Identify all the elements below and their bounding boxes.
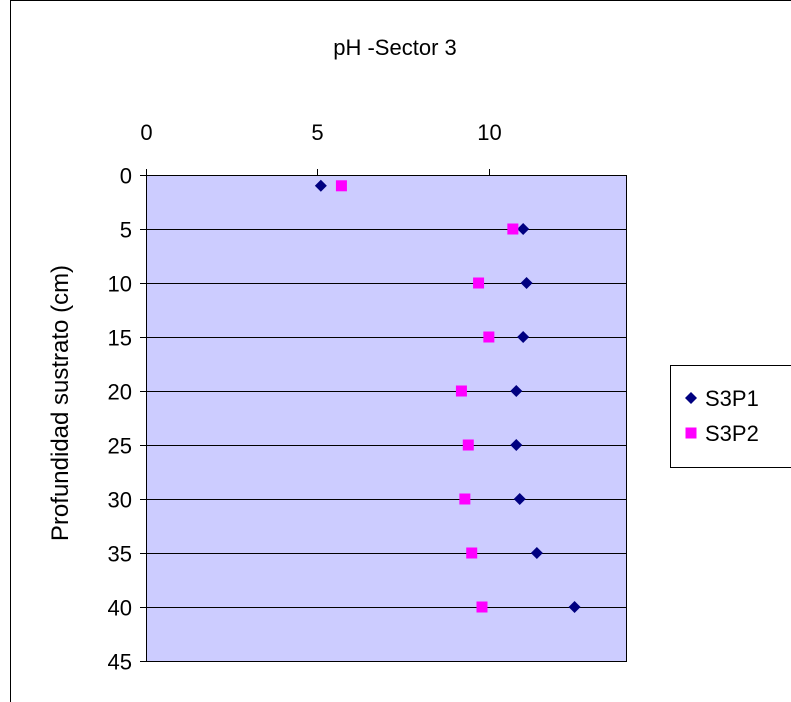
y-tick-label: 45 xyxy=(108,650,132,675)
chart-title: pH -Sector 3 xyxy=(333,35,457,60)
data-point-s3p2 xyxy=(459,493,471,505)
legend-box xyxy=(670,365,791,468)
legend-marker-s3p1 xyxy=(685,392,697,404)
x-tick-label: 0 xyxy=(140,120,152,145)
y-tick-label: 25 xyxy=(108,434,132,459)
y-tick-label: 30 xyxy=(108,488,132,513)
y-tick-label: 35 xyxy=(108,542,132,567)
y-axis-title: Profundidad sustrato (cm) xyxy=(47,265,74,541)
plot-background xyxy=(146,175,627,662)
legend: S3P1 S3P2 xyxy=(670,365,791,468)
legend-label-s3p2: S3P2 xyxy=(705,421,759,446)
data-point-s3p1 xyxy=(520,277,533,289)
y-tick-label: 20 xyxy=(108,380,132,405)
x-tick-label: 10 xyxy=(477,120,501,145)
legend-label-s3p1: S3P1 xyxy=(705,386,759,411)
data-point-s3p2 xyxy=(483,331,495,343)
y-tick-label: 0 xyxy=(120,164,132,189)
y-tick-label: 40 xyxy=(108,596,132,621)
y-tick-label: 10 xyxy=(108,272,132,297)
data-point-s3p2 xyxy=(466,547,478,559)
x-tick-label: 5 xyxy=(311,120,323,145)
data-point-s3p2 xyxy=(476,601,488,613)
plot: 0 5 10 15 20 25 30 35 40 45 0 5 10 Profundidad sustra… xyxy=(47,120,627,675)
data-point-s3p1 xyxy=(510,439,523,451)
data-point-s3p1 xyxy=(314,179,327,192)
data-point-s3p2 xyxy=(462,439,474,451)
data-point-s3p2 xyxy=(473,277,485,289)
data-point-s3p1 xyxy=(517,223,530,235)
data-point-s3p1 xyxy=(510,385,523,397)
data-point-s3p1 xyxy=(517,331,530,343)
data-point-s3p1 xyxy=(530,547,543,559)
data-point-s3p2 xyxy=(507,223,519,235)
y-tick-label: 15 xyxy=(108,326,132,351)
data-point-s3p1 xyxy=(568,601,581,613)
legend-marker-s3p2 xyxy=(685,427,697,439)
data-point-s3p2 xyxy=(455,385,467,397)
data-point-s3p2 xyxy=(335,180,347,192)
data-point-s3p1 xyxy=(513,493,526,505)
y-tick-label: 5 xyxy=(120,218,132,243)
